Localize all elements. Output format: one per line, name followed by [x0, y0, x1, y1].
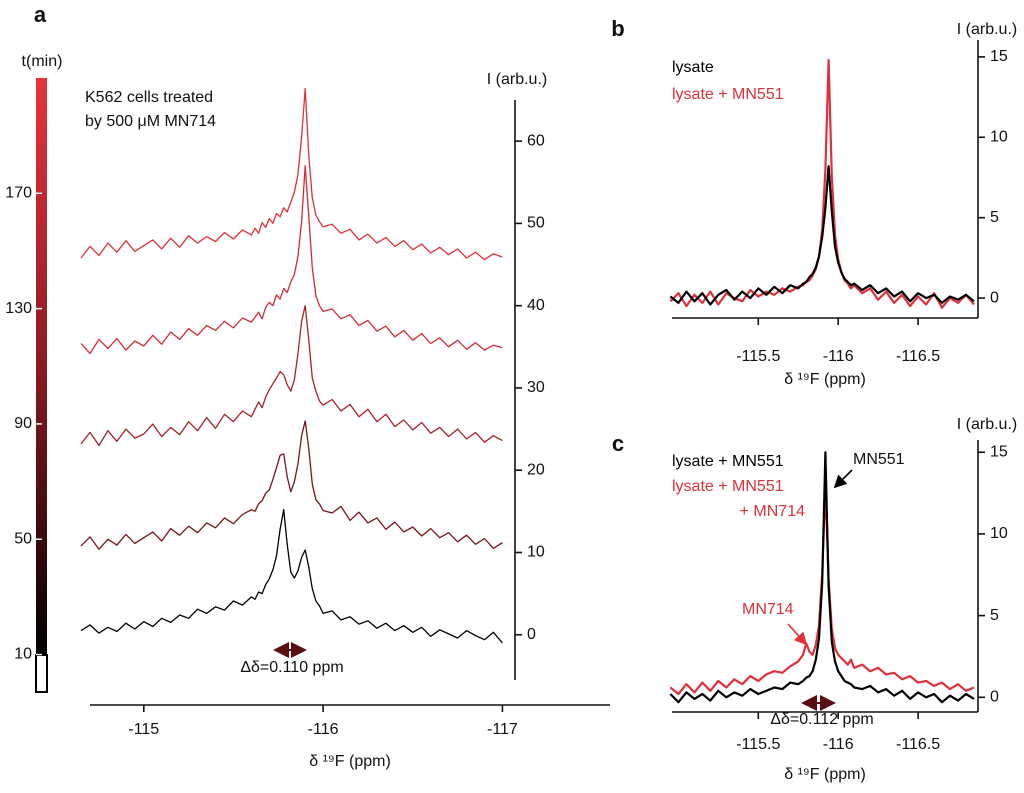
spectrum-line — [80, 305, 503, 447]
y-tick-label: 40 — [527, 297, 545, 314]
y-tick-label: 20 — [527, 461, 545, 478]
y-tick-label: 15 — [990, 443, 1008, 460]
y-tick-label: 50 — [527, 215, 545, 232]
colorbar — [36, 78, 47, 655]
x-tick-label: -115.5 — [736, 736, 780, 753]
y-tick-label: 5 — [990, 209, 999, 226]
spectrum-line — [80, 87, 503, 261]
y-tick-label: 0 — [527, 626, 536, 643]
x-tick-label: -116 — [308, 721, 339, 738]
legend-label: lysate — [672, 59, 714, 76]
spectrum-line — [669, 451, 975, 704]
y-tick-label: 15 — [990, 48, 1008, 65]
spectrum-line — [80, 420, 503, 550]
y-tick-label: 0 — [990, 289, 999, 306]
spectrum-line — [669, 165, 975, 306]
colorbar-tick-label: 170 — [5, 185, 32, 202]
legend-label: lysate + MN551 — [672, 86, 784, 103]
colorbar-label: t(min) — [22, 53, 63, 70]
panel-label: c — [612, 431, 624, 456]
y-axis-label: I (arb.u.) — [957, 416, 1017, 433]
annotation: Δδ=0.110 ppm — [240, 659, 343, 676]
y-tick-label: 10 — [990, 525, 1008, 542]
spectrum-line — [80, 165, 503, 355]
y-tick-label: 0 — [990, 689, 999, 706]
x-axis-label: δ ¹⁹F (ppm) — [784, 371, 866, 388]
y-tick-label: 5 — [990, 607, 999, 624]
colorbar-tick-label: 130 — [5, 300, 32, 317]
x-tick-label: -117 — [487, 721, 518, 738]
legend-label: lysate + MN551 — [672, 453, 784, 470]
y-tick-label: 60 — [527, 132, 545, 149]
x-tick-label: -115 — [128, 721, 159, 738]
annotation: K562 cells treated — [85, 89, 213, 106]
y-axis-label: I (arb.u.) — [487, 71, 547, 88]
colorbar-base — [35, 654, 48, 693]
panel-label: a — [34, 2, 47, 27]
legend-label: lysate + MN551 — [672, 478, 784, 495]
y-tick-label: 10 — [527, 544, 545, 561]
panel-label: b — [611, 16, 624, 41]
colorbar-tick-label: 50 — [14, 530, 32, 547]
x-tick-label: -115.5 — [736, 348, 780, 365]
annotation: Δδ=0.112 ppm — [770, 711, 873, 728]
colorbar-tick-label: 90 — [14, 415, 32, 432]
spectrum-line — [80, 509, 503, 644]
x-tick-label: -116.5 — [896, 348, 940, 365]
annotation: MN714 — [742, 601, 794, 618]
colorbar-tick-label: 10 — [14, 646, 32, 663]
annotation-arrow — [787, 623, 808, 646]
annotation-arrow — [833, 469, 853, 489]
x-tick-label: -116.5 — [896, 736, 940, 753]
legend-label: + MN714 — [740, 503, 805, 520]
x-tick-label: -116 — [823, 348, 854, 365]
annotation: MN551 — [853, 451, 905, 468]
x-tick-label: -116 — [823, 736, 854, 753]
annotation: by 500 μM MN714 — [85, 113, 216, 130]
y-tick-label: 30 — [527, 379, 545, 396]
x-axis-label: δ ¹⁹F (ppm) — [309, 753, 391, 770]
x-axis-label: δ ¹⁹F (ppm) — [784, 766, 866, 783]
y-axis-label: I (arb.u.) — [957, 21, 1017, 38]
y-tick-label: 10 — [990, 128, 1008, 145]
